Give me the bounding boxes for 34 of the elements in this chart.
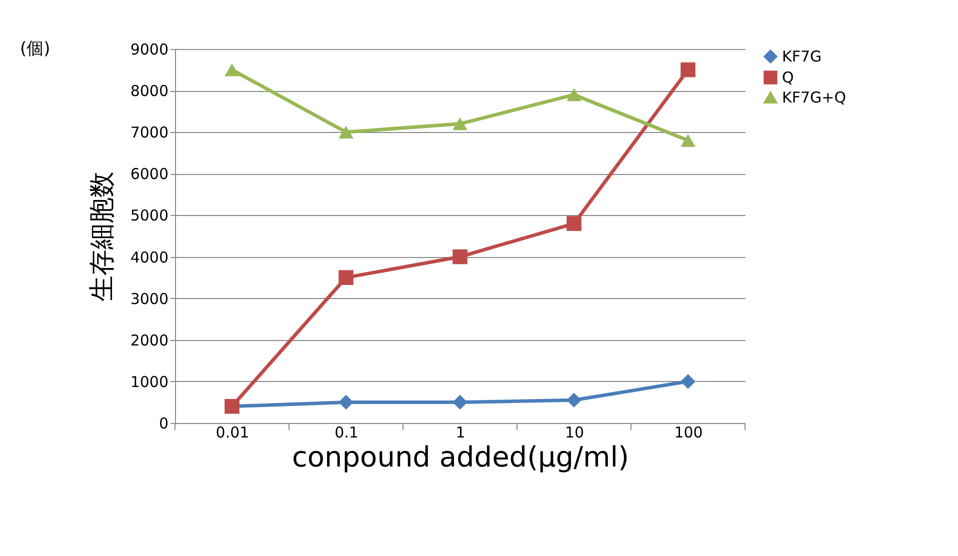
point bbox=[680, 62, 696, 78]
x-tick-label: 0.1 bbox=[334, 424, 358, 442]
x-tick-label: 10 bbox=[564, 424, 584, 442]
x-tick-label: 0.01 bbox=[216, 424, 250, 442]
point bbox=[566, 216, 582, 231]
point bbox=[566, 392, 582, 408]
point bbox=[680, 374, 696, 389]
point bbox=[224, 63, 240, 76]
point bbox=[452, 249, 468, 264]
x-axis-title: conpound added(μg/ml) bbox=[292, 440, 629, 474]
x-tick-label: 100 bbox=[674, 424, 703, 442]
y-tick-label: 5000 bbox=[130, 206, 168, 225]
y-tick-label: 2000 bbox=[130, 331, 168, 350]
legend-label: Q bbox=[782, 68, 794, 86]
point bbox=[680, 134, 696, 147]
y-axis-title: 生存細胞数 bbox=[87, 172, 118, 302]
x-tick-label: 1 bbox=[456, 424, 466, 442]
text: (個) bbox=[20, 39, 50, 59]
point bbox=[452, 117, 468, 130]
y-tick-label: 4000 bbox=[130, 248, 168, 266]
y-tick-label: 1000 bbox=[130, 372, 168, 391]
y-tick-label: 9000 bbox=[130, 40, 168, 58]
point bbox=[338, 270, 354, 285]
point bbox=[338, 394, 354, 410]
point bbox=[338, 126, 354, 139]
legend-label: KF7G bbox=[782, 48, 822, 66]
y-tick-label: 7000 bbox=[130, 124, 168, 142]
y-tick-label: 8000 bbox=[130, 82, 168, 100]
point bbox=[452, 394, 468, 410]
y-tick-label: 0 bbox=[158, 414, 168, 432]
point bbox=[566, 88, 582, 102]
legend-label: KF7G+Q bbox=[782, 88, 846, 106]
y-tick-label: 6000 bbox=[130, 165, 168, 184]
y-tick-label: 3000 bbox=[130, 290, 168, 308]
